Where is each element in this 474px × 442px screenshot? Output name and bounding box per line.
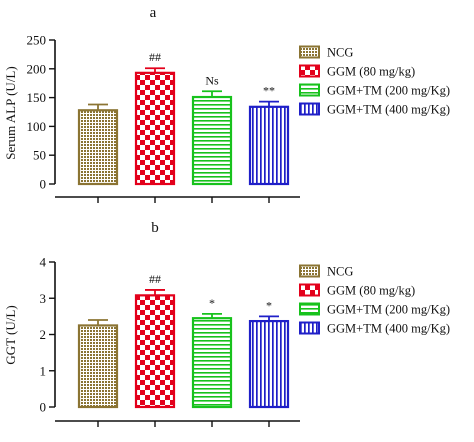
y-tick-label: 1 (40, 363, 47, 378)
y-tick-label: 0 (40, 177, 47, 192)
bar (134, 71, 176, 186)
y-tick-label: 0 (40, 400, 47, 415)
y-tick-label: 100 (27, 119, 47, 134)
significance-label: Ns (205, 73, 219, 87)
y-tick-label: 4 (40, 255, 47, 270)
legend-swatch (299, 321, 320, 335)
y-tick-label: 3 (40, 291, 47, 306)
panel-a-bars: ## Ns ** (77, 50, 290, 186)
legend-label: NCG (327, 265, 353, 279)
legend-label: NCG (327, 46, 353, 60)
bar (248, 105, 290, 186)
panel-a-legend: NCG GGM (80 mg/kg) GGM+TM (200 mg/Kg) GGM+T… (299, 45, 450, 117)
panel-a-axes: 0 50 100 150 200 250 (27, 33, 300, 203)
bar (191, 317, 233, 409)
bar (134, 294, 176, 409)
bar (77, 109, 119, 186)
panel-b-ylabel: GGT (U/L) (3, 305, 18, 364)
y-tick-label: 50 (33, 148, 46, 163)
panel-b: b GGT (U/L) 0 1 2 3 4 ## * * NCG GGM (80 mg/kg)… (3, 220, 450, 427)
y-tick-label: 200 (27, 61, 47, 76)
legend-label: GGM+TM (400 mg/Kg) (327, 103, 450, 117)
legend-swatch (299, 64, 320, 78)
legend-label: GGM+TM (400 mg/Kg) (327, 322, 450, 336)
legend-label: GGM (80 mg/kg) (327, 65, 415, 79)
legend-swatch (299, 102, 320, 116)
panel-a: a Serum ALP (U/L) 0 50 100 150 200 250 ## Ns **… (3, 5, 450, 203)
panel-b-title: b (151, 220, 159, 236)
legend-swatch (299, 264, 320, 278)
legend-swatch (299, 302, 320, 316)
bar (191, 95, 233, 186)
significance-label: ## (149, 50, 161, 64)
panel-b-legend: NCG GGM (80 mg/kg) GGM+TM (200 mg/Kg) GGM+T… (299, 264, 450, 336)
panel-b-axes: 0 1 2 3 4 (40, 255, 300, 427)
legend-label: GGM (80 mg/kg) (327, 284, 415, 298)
significance-label: ## (149, 272, 161, 286)
y-tick-label: 2 (40, 327, 47, 342)
legend-label: GGM+TM (200 mg/Kg) (327, 303, 450, 317)
significance-label: ** (263, 84, 275, 98)
bar (248, 319, 290, 409)
legend-label: GGM+TM (200 mg/Kg) (327, 84, 450, 98)
legend-swatch (299, 45, 320, 59)
panel-b-bars: ## * * (77, 272, 290, 409)
y-tick-label: 250 (27, 33, 47, 48)
bar (77, 324, 119, 409)
panel-a-ylabel: Serum ALP (U/L) (3, 66, 18, 159)
y-tick-label: 150 (27, 90, 47, 105)
significance-label: * (266, 298, 272, 312)
legend-swatch (299, 83, 320, 97)
significance-label: * (209, 296, 215, 310)
panel-a-title: a (150, 5, 157, 21)
legend-swatch (299, 283, 320, 297)
